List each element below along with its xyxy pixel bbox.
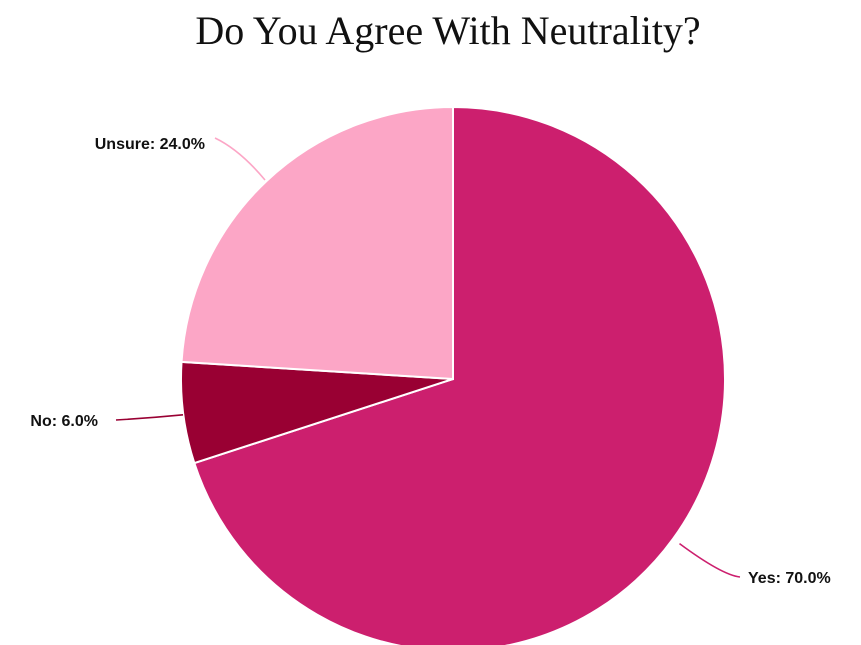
leader-line-unsure	[214, 137, 266, 181]
leader-lines	[115, 137, 741, 578]
chart-title: Do You Agree With Neutrality?	[195, 8, 700, 53]
pie-slices	[180, 105, 726, 645]
slice-label-no: No: 6.0%	[30, 413, 98, 430]
pie-slice-unsure	[180, 105, 454, 381]
slice-label-yes: Yes: 70.0%	[748, 570, 831, 587]
slice-labels: Yes: 70.0% No: 6.0% Unsure: 24.0%	[30, 136, 830, 587]
slice-label-unsure: Unsure: 24.0%	[95, 136, 205, 153]
leader-line-yes	[679, 542, 741, 578]
leader-line-no	[115, 414, 184, 421]
pie-slice-yes	[193, 105, 726, 645]
